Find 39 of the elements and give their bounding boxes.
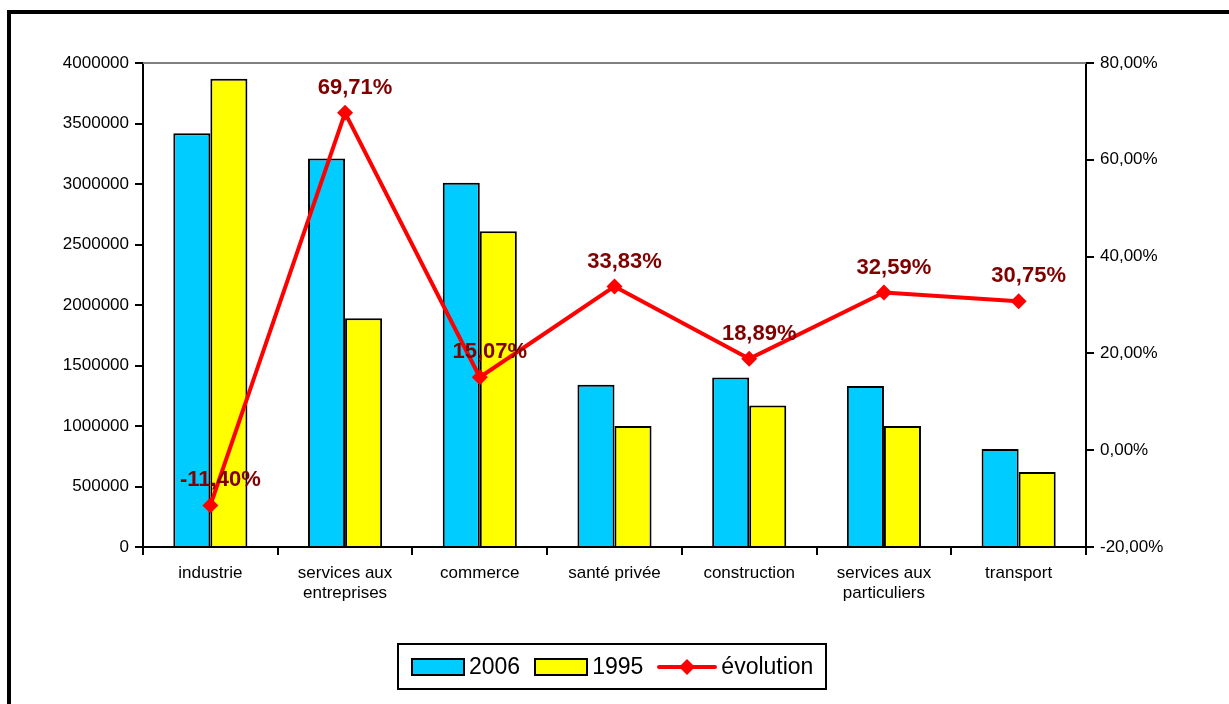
point (875, 284, 892, 301)
legend-label: 1995 (592, 653, 644, 680)
x-tick-label: industrie (178, 562, 243, 582)
y-tick-label: 1500000 (62, 355, 129, 375)
x-tick-label: construction (703, 562, 796, 582)
y-tick-label: 3000000 (62, 173, 129, 193)
data-label: 18,89% (721, 319, 797, 345)
x-tick-label: commerce (440, 562, 520, 582)
x-tick-label: services aux entreprises (297, 562, 393, 603)
point (202, 497, 219, 514)
point (1010, 293, 1027, 310)
y-tick-label: 0 (119, 536, 129, 556)
y2-tick-label: 40,00% (1100, 246, 1158, 266)
y-tick-label: 2500000 (62, 234, 129, 254)
y2-tick-label: 60,00% (1100, 149, 1158, 169)
point (741, 350, 758, 367)
x-tick-label: transport (985, 562, 1053, 582)
data-label: -11,40% (179, 466, 261, 492)
y2-tick-label: -20,00% (1100, 536, 1164, 556)
point (606, 278, 623, 295)
legend-label: 2006 (469, 653, 521, 680)
y-tick-label: 2000000 (62, 294, 129, 314)
x-tick-label: santé privée (568, 562, 661, 582)
data-label: 15,07% (452, 338, 528, 364)
y2-tick-label: 0,00% (1100, 439, 1149, 459)
point (337, 104, 354, 121)
y2-tick-label: 20,00% (1100, 343, 1158, 363)
legend-label: évolution (721, 653, 814, 680)
y-tick-label: 3500000 (62, 113, 129, 133)
x-tick-label: services aux particuliers (836, 562, 932, 603)
y-tick-label: 500000 (72, 476, 129, 496)
data-label: 30,75% (991, 262, 1066, 288)
y2-tick-label: 80,00% (1100, 52, 1158, 72)
y-tick-label: 1000000 (62, 415, 129, 435)
data-label: 69,71% (317, 73, 393, 99)
y-tick-label: 4000000 (62, 52, 129, 72)
point (471, 369, 488, 386)
data-label: 33,83% (587, 247, 662, 273)
data-label: 32,59% (856, 253, 932, 279)
